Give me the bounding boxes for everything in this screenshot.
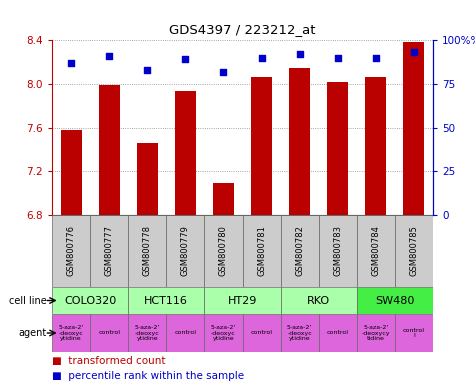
Text: GSM800785: GSM800785 (409, 225, 418, 276)
Bar (204, 314, 243, 352)
Bar (213, 183, 234, 215)
Bar (128, 314, 166, 352)
Text: control
l: control l (403, 328, 425, 338)
Bar (99, 85, 120, 215)
Text: ■  percentile rank within the sample: ■ percentile rank within the sample (52, 371, 244, 381)
Text: agent: agent (19, 328, 47, 338)
Bar (90, 314, 128, 352)
Text: SW480: SW480 (375, 296, 415, 306)
Bar (52, 215, 90, 287)
Text: control: control (250, 331, 273, 336)
Bar (395, 215, 433, 287)
Text: 5-aza-2'
-deoxyc
ytidine: 5-aza-2' -deoxyc ytidine (287, 325, 312, 341)
Bar (61, 130, 82, 215)
Point (410, 49, 418, 55)
Text: 5-aza-2'
-deoxyc
ytidine: 5-aza-2' -deoxyc ytidine (58, 325, 84, 341)
Bar (357, 287, 433, 314)
Text: GSM800780: GSM800780 (219, 225, 228, 276)
Bar (327, 81, 348, 215)
Text: HCT116: HCT116 (144, 296, 188, 306)
Bar (365, 77, 386, 215)
Bar (243, 215, 281, 287)
Bar (166, 215, 204, 287)
Bar (319, 215, 357, 287)
Bar (128, 287, 204, 314)
Point (219, 68, 227, 74)
Text: GSM800779: GSM800779 (181, 225, 190, 276)
Bar (204, 215, 243, 287)
Point (143, 67, 151, 73)
Bar (281, 314, 319, 352)
Text: GSM800777: GSM800777 (104, 225, 114, 276)
Bar (319, 314, 357, 352)
Bar (395, 314, 433, 352)
Point (105, 53, 113, 59)
Bar (90, 215, 128, 287)
Bar (175, 91, 196, 215)
Text: HT29: HT29 (228, 296, 257, 306)
Text: GSM800781: GSM800781 (257, 225, 266, 276)
Bar (281, 287, 357, 314)
Bar (166, 314, 204, 352)
Text: RKO: RKO (307, 296, 330, 306)
Text: control: control (174, 331, 196, 336)
Point (296, 51, 304, 57)
Bar (357, 215, 395, 287)
Bar (403, 42, 425, 215)
Text: 5-aza-2'
-deoxycy
tidine: 5-aza-2' -deoxycy tidine (361, 325, 390, 341)
Bar (251, 77, 272, 215)
Text: GSM800784: GSM800784 (371, 225, 380, 276)
Point (334, 55, 342, 61)
Point (181, 56, 189, 62)
Title: GDS4397 / 223212_at: GDS4397 / 223212_at (169, 23, 316, 36)
Bar (52, 287, 128, 314)
Point (372, 55, 380, 61)
Text: GSM800778: GSM800778 (143, 225, 152, 276)
Text: GSM800783: GSM800783 (333, 225, 342, 276)
Text: 5-aza-2'
-deoxyc
ytidine: 5-aza-2' -deoxyc ytidine (211, 325, 236, 341)
Text: GSM800782: GSM800782 (295, 225, 304, 276)
Bar (204, 287, 281, 314)
Text: control: control (98, 331, 120, 336)
Bar (357, 314, 395, 352)
Bar (289, 68, 310, 215)
Point (67, 60, 75, 66)
Text: COLO320: COLO320 (64, 296, 116, 306)
Point (258, 55, 266, 61)
Text: GSM800776: GSM800776 (66, 225, 76, 276)
Bar (52, 314, 90, 352)
Bar (243, 314, 281, 352)
Bar (128, 215, 166, 287)
Text: 5-aza-2'
-deoxyc
ytidine: 5-aza-2' -deoxyc ytidine (134, 325, 160, 341)
Text: cell line: cell line (9, 296, 47, 306)
Text: control: control (327, 331, 349, 336)
Bar (281, 215, 319, 287)
Bar (137, 143, 158, 215)
Text: ■  transformed count: ■ transformed count (52, 356, 165, 366)
